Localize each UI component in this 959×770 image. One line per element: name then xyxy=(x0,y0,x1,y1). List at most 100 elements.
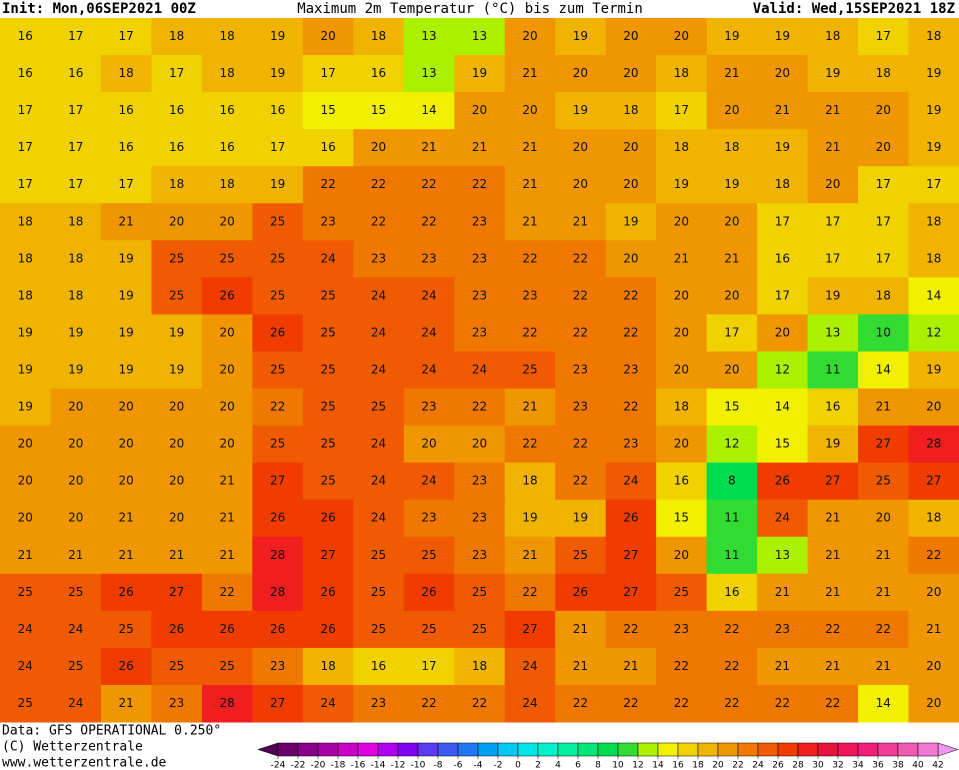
temperature-label: 25 xyxy=(270,214,285,228)
colorbar-segment xyxy=(677,742,699,757)
temperature-cell xyxy=(908,462,959,501)
copyright: (C) Wetterzentrale xyxy=(2,740,143,755)
temperature-label: 20 xyxy=(674,363,689,377)
temperature-label: 22 xyxy=(522,585,537,599)
temperature-label: 18 xyxy=(674,66,689,80)
temperature-cell xyxy=(908,277,959,315)
temperature-label: 23 xyxy=(623,363,638,377)
temperature-cell xyxy=(757,240,809,278)
temperature-label: 24 xyxy=(371,474,386,488)
temperature-cell xyxy=(252,499,304,538)
temperature-cell xyxy=(858,425,910,464)
temperature-cell xyxy=(50,610,102,649)
temperature-label: 20 xyxy=(573,140,588,154)
temperature-cell xyxy=(201,129,253,167)
temperature-label: 22 xyxy=(623,325,638,339)
temperature-label: 21 xyxy=(775,103,790,117)
temperature-cell xyxy=(656,573,708,612)
colorbar-segment xyxy=(717,742,739,757)
temperature-label: 20 xyxy=(219,325,234,339)
temperature-label: 21 xyxy=(472,140,487,154)
temperature-label: 25 xyxy=(270,363,285,377)
temperature-label: 19 xyxy=(825,437,840,451)
temperature-cell xyxy=(100,610,152,649)
temperature-label: 22 xyxy=(472,696,487,710)
temperature-label: 23 xyxy=(371,696,386,710)
temperature-label: 18 xyxy=(68,251,83,265)
temperature-cell xyxy=(605,351,657,390)
temperature-label: 17 xyxy=(674,103,689,117)
temperature-cell xyxy=(605,203,657,241)
temperature-label: 18 xyxy=(219,29,234,43)
temperature-label: 17 xyxy=(775,288,790,302)
temperature-label: 19 xyxy=(169,325,184,339)
temperature-cell xyxy=(807,425,859,464)
temperature-cell xyxy=(908,92,959,130)
temperature-cell xyxy=(151,573,203,612)
temperature-cell xyxy=(151,166,203,204)
temperature-cell xyxy=(151,647,203,686)
temperature-label: 26 xyxy=(320,585,335,599)
temperature-label: 18 xyxy=(926,511,941,525)
temperature-label: 22 xyxy=(421,696,436,710)
temperature-cell xyxy=(0,462,51,501)
temperature-cell xyxy=(0,388,51,427)
temperature-label: 25 xyxy=(68,659,83,673)
temperature-label: 16 xyxy=(169,140,184,154)
temperature-cell xyxy=(353,18,405,56)
temperature-cell xyxy=(555,536,607,575)
temperature-label: 24 xyxy=(68,696,83,710)
temperature-label: 27 xyxy=(876,437,891,451)
temperature-label: 19 xyxy=(573,103,588,117)
temperature-cell xyxy=(0,499,51,538)
temperature-label: 28 xyxy=(270,585,285,599)
temperature-cell xyxy=(0,203,51,241)
temperature-label: 20 xyxy=(825,177,840,191)
temperature-cell xyxy=(656,129,708,167)
temperature-label: 23 xyxy=(472,548,487,562)
temperature-label: 25 xyxy=(320,325,335,339)
temperature-label: 19 xyxy=(18,400,33,414)
temperature-label: 25 xyxy=(522,363,537,377)
temperature-cell xyxy=(605,92,657,130)
temperature-cell xyxy=(151,425,203,464)
temperature-cell xyxy=(605,240,657,278)
temperature-label: 20 xyxy=(926,659,941,673)
colorbar-label: -22 xyxy=(291,761,306,770)
temperature-label: 21 xyxy=(119,511,134,525)
temperature-label: 25 xyxy=(119,622,134,636)
temperature-cell xyxy=(50,425,102,464)
colorbar-segment xyxy=(337,742,359,757)
colorbar-label: 10 xyxy=(612,761,624,770)
temperature-label: 17 xyxy=(119,29,134,43)
temperature-cell xyxy=(201,684,253,723)
temperature-cell xyxy=(50,536,102,575)
temperature-cell xyxy=(403,684,455,723)
temperature-label: 21 xyxy=(825,548,840,562)
temperature-cell xyxy=(706,647,758,686)
temperature-cell xyxy=(504,18,556,56)
temperature-cell xyxy=(504,499,556,538)
temperature-label: 20 xyxy=(119,437,134,451)
temperature-cell xyxy=(706,92,758,130)
temperature-label: 19 xyxy=(169,363,184,377)
temperature-label: 21 xyxy=(522,140,537,154)
colorbar-segment xyxy=(377,742,399,757)
temperature-label: 20 xyxy=(169,214,184,228)
temperature-label: 21 xyxy=(573,214,588,228)
temperature-label: 25 xyxy=(270,437,285,451)
temperature-label: 25 xyxy=(270,251,285,265)
temperature-cell xyxy=(908,129,959,167)
temperature-label: 21 xyxy=(724,66,739,80)
temperature-label: 23 xyxy=(421,511,436,525)
temperature-label: 20 xyxy=(623,251,638,265)
temperature-cell xyxy=(656,92,708,130)
temperature-cell xyxy=(50,18,102,56)
colorbar-label: -20 xyxy=(311,761,326,770)
temperature-label: 26 xyxy=(775,474,790,488)
temperature-cell xyxy=(100,240,152,278)
temperature-label: 18 xyxy=(674,140,689,154)
temperature-cell xyxy=(454,462,506,501)
temperature-label: 22 xyxy=(674,696,689,710)
temperature-cell xyxy=(504,55,556,93)
